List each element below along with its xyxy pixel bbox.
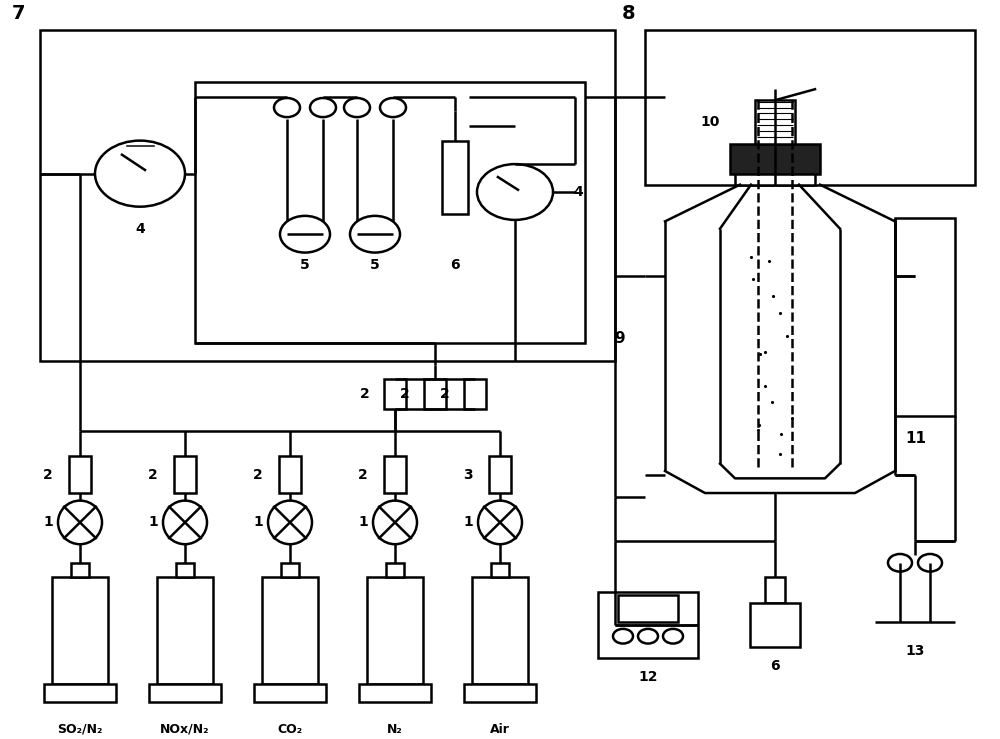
Text: Air: Air xyxy=(490,723,510,736)
Ellipse shape xyxy=(163,500,207,544)
Circle shape xyxy=(918,554,942,571)
Polygon shape xyxy=(52,577,108,684)
Text: N₂: N₂ xyxy=(387,723,403,736)
Polygon shape xyxy=(149,684,221,702)
Text: 8: 8 xyxy=(621,4,635,23)
Circle shape xyxy=(638,629,658,644)
Polygon shape xyxy=(598,592,698,658)
Text: 6: 6 xyxy=(770,658,780,672)
Circle shape xyxy=(888,554,912,571)
Circle shape xyxy=(310,98,336,117)
Polygon shape xyxy=(359,684,431,702)
Text: SO₂/N₂: SO₂/N₂ xyxy=(57,723,103,736)
Text: 2: 2 xyxy=(440,387,450,401)
Polygon shape xyxy=(765,577,785,603)
Text: 11: 11 xyxy=(905,431,926,446)
Circle shape xyxy=(663,629,683,644)
Circle shape xyxy=(95,140,185,207)
Ellipse shape xyxy=(478,500,522,544)
Polygon shape xyxy=(281,563,299,577)
Text: 10: 10 xyxy=(701,115,720,129)
Circle shape xyxy=(613,629,633,644)
Polygon shape xyxy=(262,577,318,684)
Polygon shape xyxy=(472,577,528,684)
Ellipse shape xyxy=(268,500,312,544)
Polygon shape xyxy=(71,563,89,577)
Text: 9: 9 xyxy=(614,331,625,347)
Text: 1: 1 xyxy=(148,515,158,529)
Text: 4: 4 xyxy=(135,222,145,236)
Circle shape xyxy=(274,98,300,117)
Circle shape xyxy=(280,216,330,253)
Polygon shape xyxy=(730,144,820,174)
Text: 12: 12 xyxy=(638,670,658,684)
Ellipse shape xyxy=(58,500,102,544)
Text: 7: 7 xyxy=(12,4,25,23)
Polygon shape xyxy=(750,603,800,647)
Text: 13: 13 xyxy=(905,644,925,658)
Polygon shape xyxy=(618,596,678,622)
Text: 1: 1 xyxy=(253,515,263,529)
Text: 2: 2 xyxy=(43,468,53,482)
Text: 5: 5 xyxy=(370,259,380,273)
Polygon shape xyxy=(755,101,795,144)
Polygon shape xyxy=(491,563,509,577)
Ellipse shape xyxy=(373,500,417,544)
Polygon shape xyxy=(44,684,116,702)
Text: 2: 2 xyxy=(400,387,410,401)
Circle shape xyxy=(380,98,406,117)
Text: 1: 1 xyxy=(463,515,473,529)
Circle shape xyxy=(344,98,370,117)
Polygon shape xyxy=(367,577,423,684)
Text: NOx/N₂: NOx/N₂ xyxy=(160,723,210,736)
Circle shape xyxy=(350,216,400,253)
Text: 4: 4 xyxy=(573,185,583,199)
Polygon shape xyxy=(157,577,213,684)
Text: 2: 2 xyxy=(253,468,263,482)
Text: 1: 1 xyxy=(43,515,53,529)
Text: 3: 3 xyxy=(463,468,473,482)
Polygon shape xyxy=(442,140,468,214)
Text: 5: 5 xyxy=(300,259,310,273)
Text: 2: 2 xyxy=(358,468,368,482)
Text: 1: 1 xyxy=(358,515,368,529)
Text: CO₂: CO₂ xyxy=(277,723,303,736)
Text: 2: 2 xyxy=(360,387,370,401)
Text: 2: 2 xyxy=(148,468,158,482)
Polygon shape xyxy=(254,684,326,702)
Polygon shape xyxy=(735,163,815,185)
Polygon shape xyxy=(176,563,194,577)
Polygon shape xyxy=(464,684,536,702)
Polygon shape xyxy=(386,563,404,577)
Text: 6: 6 xyxy=(450,259,460,273)
Circle shape xyxy=(477,164,553,220)
